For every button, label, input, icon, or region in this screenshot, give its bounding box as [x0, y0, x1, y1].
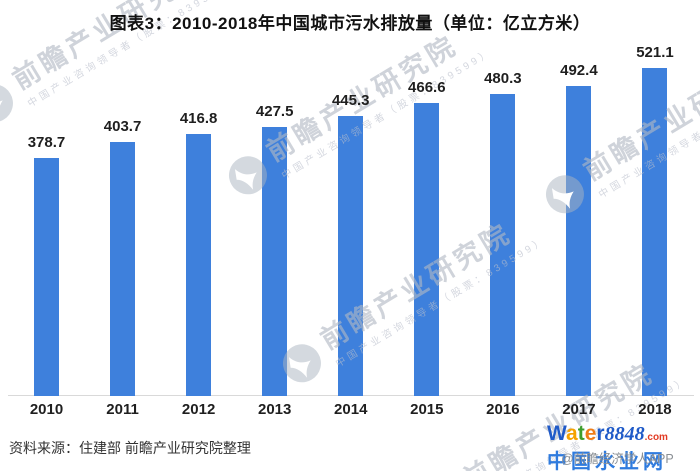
bar	[262, 127, 288, 396]
bar-value-label: 403.7	[103, 118, 142, 135]
x-axis-tick-label: 2010	[29, 401, 64, 418]
bar	[110, 142, 136, 396]
source-note: 资料来源：住建部 前瞻产业研究院整理	[9, 440, 251, 456]
water8848-letter: r	[596, 422, 605, 445]
x-axis-tick-label: 2013	[257, 401, 292, 418]
watermark-tagline-text: 中国产业咨询领导者（股票：839599）	[334, 235, 549, 370]
bar-value-label: 416.8	[179, 110, 218, 127]
water8848-letters: Water	[547, 422, 605, 445]
bar-value-label: 466.6	[408, 79, 446, 96]
chart-title: 图表3：2010-2018年中国城市污水排放量（单位：亿立方米）	[109, 14, 591, 33]
water8848-letter: a	[566, 422, 578, 445]
bar	[414, 103, 440, 396]
water8848-site-line: 中国水业网 @前瞻经济学人APP	[547, 445, 697, 471]
water8848-site-name: 中国水业网	[547, 451, 667, 471]
bar	[566, 86, 592, 396]
bar-value-label: 445.3	[331, 92, 370, 109]
x-axis-tick-label: 2016	[486, 401, 520, 418]
bar	[34, 158, 59, 396]
bar	[338, 116, 364, 396]
water8848-letter: t	[577, 422, 585, 445]
qianzhan-logo-icon	[0, 77, 22, 133]
x-axis-tick-label: 2014	[334, 401, 368, 418]
bar-value-label: 492.4	[560, 62, 598, 79]
water8848-suffix: .com	[644, 432, 668, 443]
water8848-letter: e	[584, 422, 597, 445]
x-axis-tick-label: 2011	[106, 401, 139, 418]
water8848-letter: W	[547, 422, 567, 445]
bar-value-label: 427.5	[255, 103, 294, 120]
bar	[186, 134, 212, 396]
bar	[490, 94, 516, 396]
bar-value-label: 378.7	[27, 134, 66, 151]
water8848-logo: Water8848.com 中国水业网 @前瞻经济学人APP	[547, 423, 697, 471]
x-axis-tick-label: 2018	[638, 401, 672, 418]
bar	[642, 68, 668, 396]
bar-value-label: 480.3	[484, 70, 522, 87]
x-axis-tick-label: 2012	[181, 401, 216, 418]
qianzhan-app-overlay-text: @前瞻经济学人APP	[561, 452, 674, 466]
water8848-wordmark: Water8848.com	[547, 423, 697, 444]
x-axis-tick-label: 2017	[562, 401, 596, 418]
x-axis-tick-label: 2015	[410, 401, 444, 418]
water8848-number: 8848	[604, 423, 645, 445]
bar-value-label: 521.1	[636, 44, 674, 61]
